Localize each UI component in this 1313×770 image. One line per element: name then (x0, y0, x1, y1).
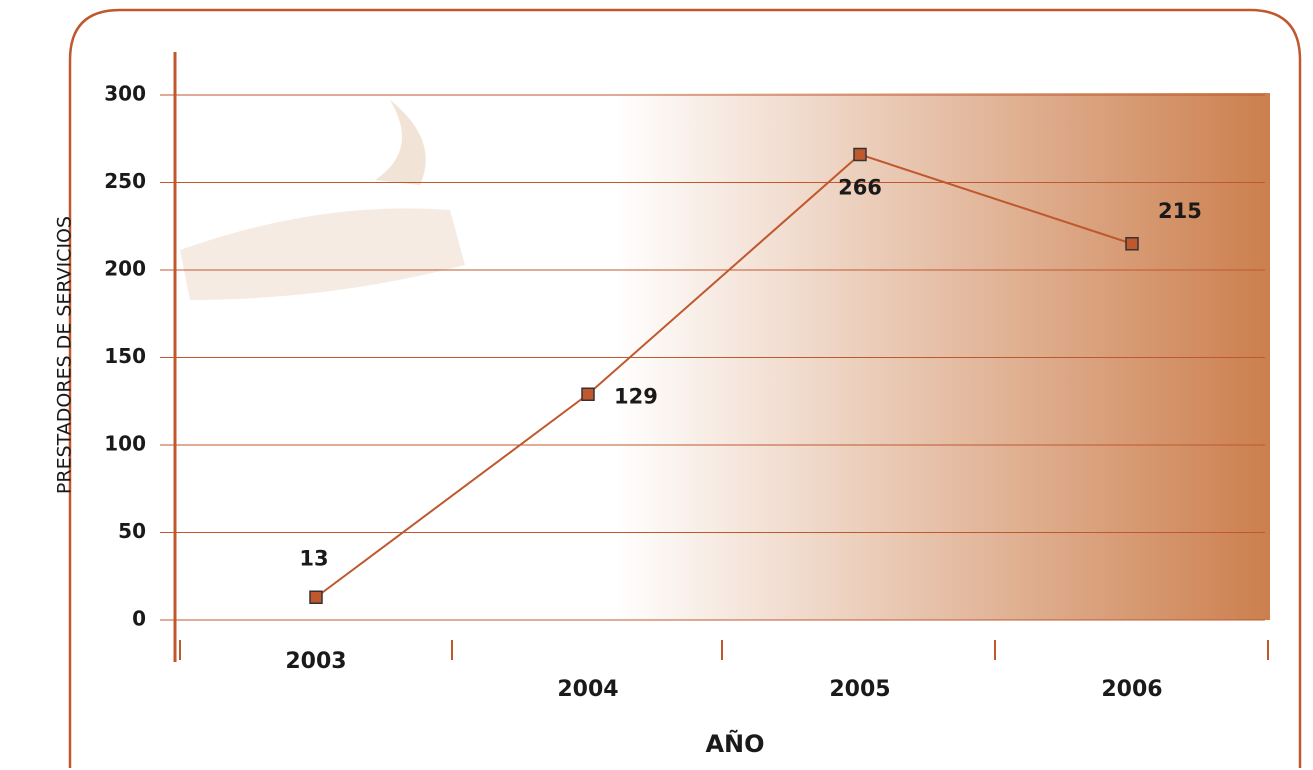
x-tick-label: 2006 (1101, 677, 1162, 702)
frame (68, 8, 1302, 768)
x-tick-label: 2004 (557, 677, 618, 702)
decoration (180, 208, 465, 300)
y-tick-label: 300 (104, 82, 146, 106)
decoration (375, 100, 426, 185)
y-tick-label: 150 (104, 344, 146, 368)
y-tick-label: 100 (104, 432, 146, 456)
data-label: 129 (614, 384, 658, 408)
y-axis-label: PRESTADORES DE SERVICIOS (54, 216, 76, 494)
data-label: 215 (1158, 199, 1202, 223)
line (315, 153, 1133, 599)
marker (1125, 237, 1139, 251)
marker (309, 590, 323, 604)
y-tick-label: 200 (104, 257, 146, 281)
marker (853, 147, 867, 162)
y-tick-label: 0 (132, 607, 146, 631)
plot: 13 129 266 215 (299, 147, 1202, 604)
marker (581, 387, 595, 401)
data-label: 266 (838, 176, 882, 200)
plot-background (176, 93, 1270, 620)
data-label: 13 (299, 546, 328, 570)
y-tick-label: 50 (118, 519, 146, 543)
x-axis-label: AÑO (705, 729, 764, 758)
x-tick-label: 2003 (285, 649, 346, 674)
y-tick-label: 250 (104, 169, 146, 193)
x-ticks (179, 640, 1269, 660)
x-tick-label: 2005 (829, 677, 890, 702)
